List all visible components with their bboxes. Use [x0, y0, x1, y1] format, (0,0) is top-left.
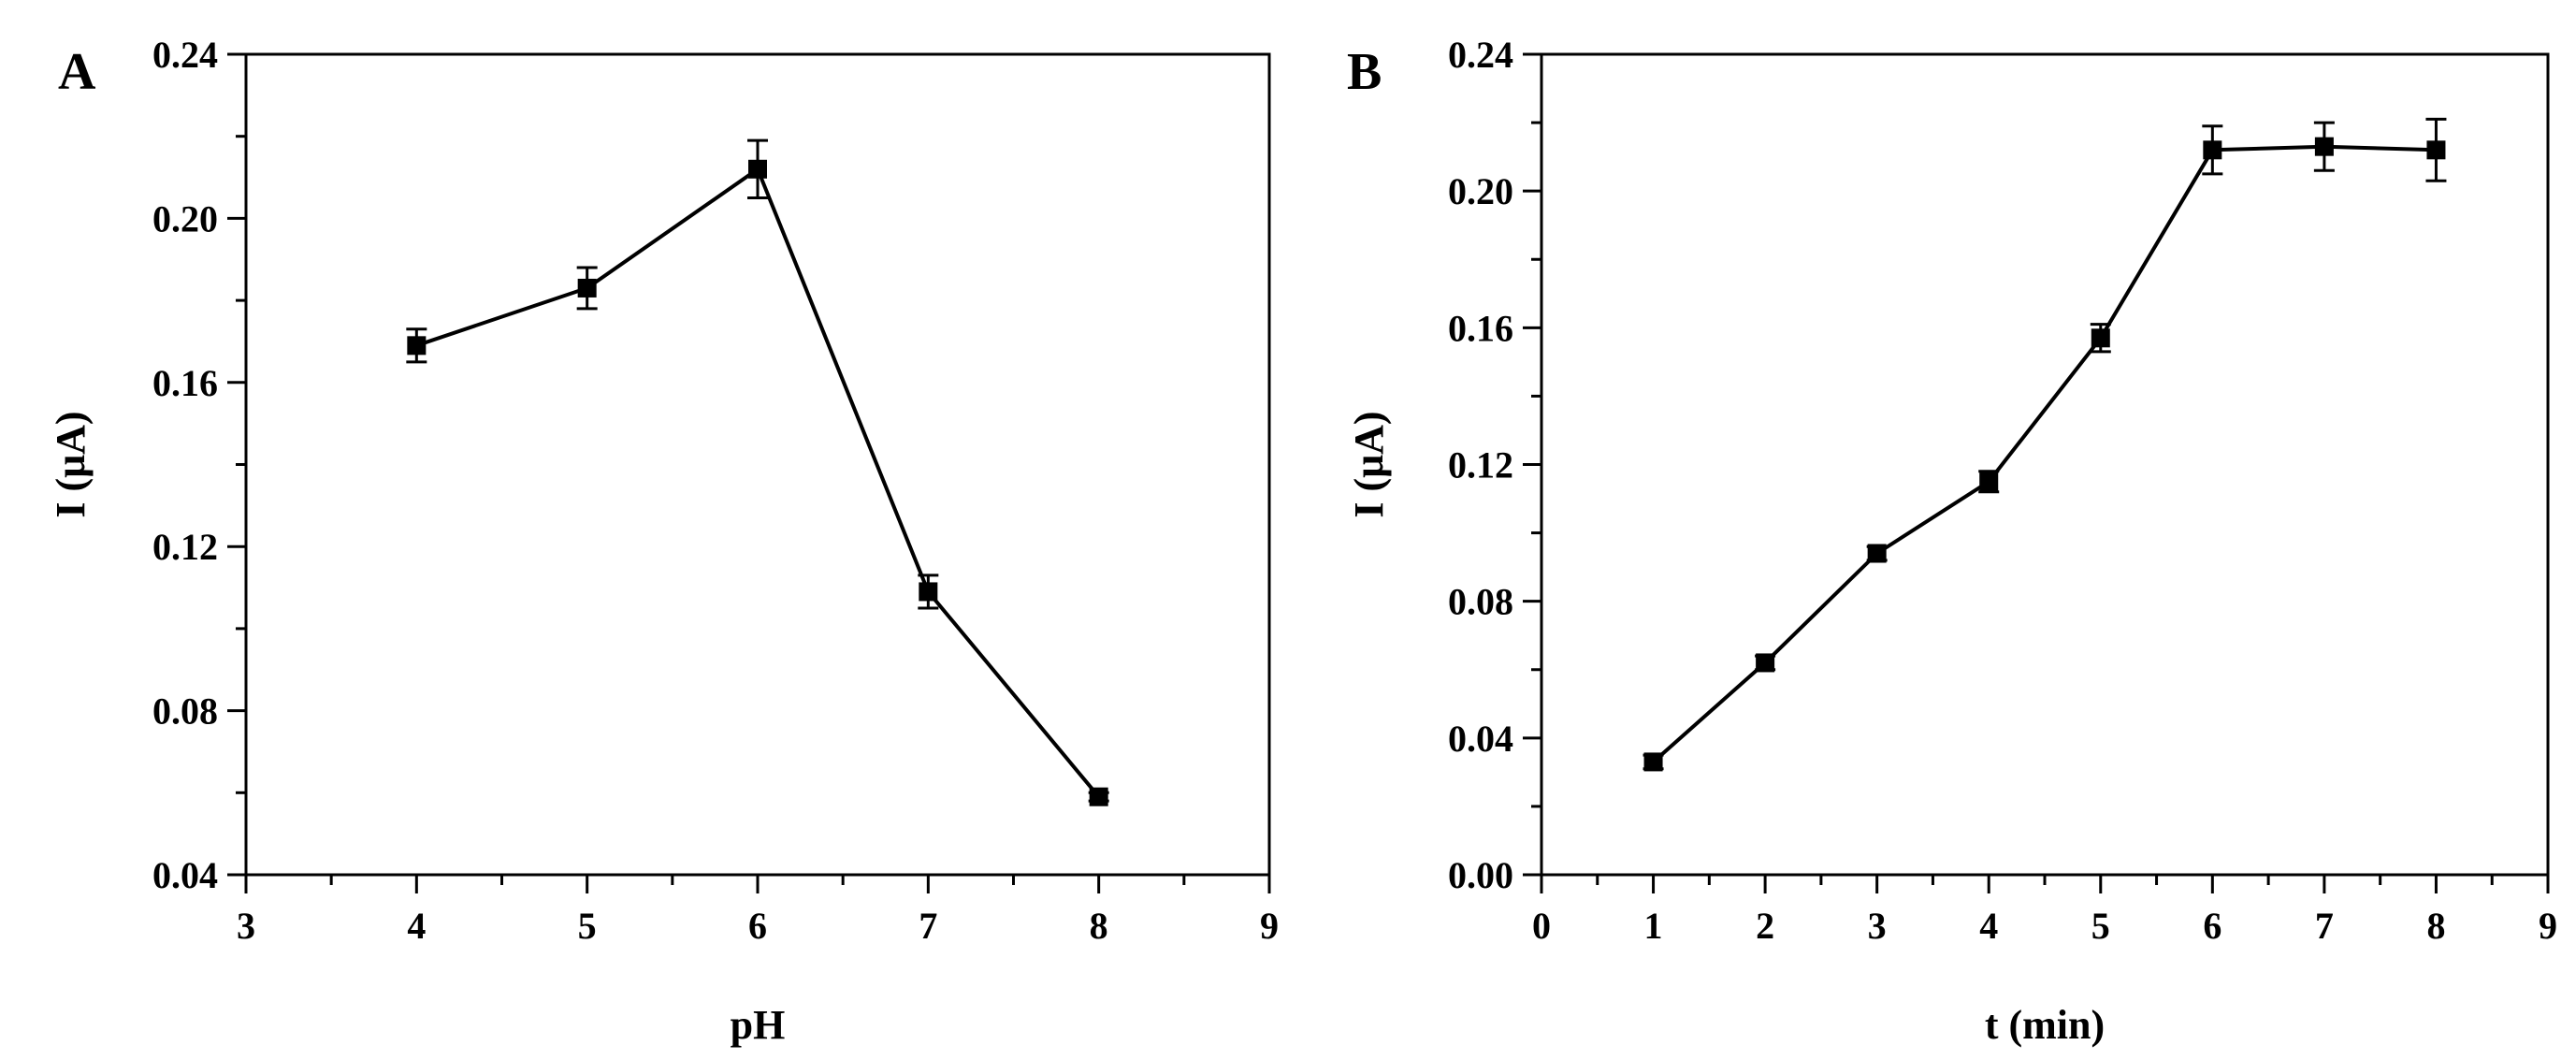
x-tick-label: 3: [237, 905, 255, 947]
y-tick-label: 0.16: [1448, 307, 1513, 349]
series-line: [415, 167, 1101, 798]
x-tick-label: 5: [578, 905, 597, 947]
x-tick-label: 7: [2315, 905, 2334, 947]
x-tick-label: 1: [1644, 905, 1663, 947]
x-axis-title: pH: [731, 1002, 786, 1048]
data-point: [2314, 137, 2334, 156]
panel-label: B: [1347, 43, 1382, 101]
x-tick-label: 0: [1532, 905, 1551, 947]
x-tick-label: 6: [2203, 905, 2221, 947]
y-tick-label: 0.20: [152, 197, 218, 240]
data-point: [2426, 140, 2446, 160]
y-tick-label: 0.20: [1448, 170, 1513, 212]
data-point: [1979, 472, 1999, 491]
y-axis-title: I (μA): [48, 411, 94, 517]
x-axis-title: t (min): [1985, 1002, 2105, 1048]
x-tick-label: 8: [1090, 905, 1108, 947]
x-tick-label: 8: [2426, 905, 2445, 947]
y-axis-title: I (μA): [1346, 411, 1392, 517]
data-point: [577, 278, 597, 298]
data-point: [1089, 787, 1108, 806]
panel-label: A: [58, 43, 96, 101]
y-tick-label: 0.08: [1448, 581, 1513, 623]
x-tick-label: 4: [407, 905, 426, 947]
x-tick-label: 3: [1868, 905, 1887, 947]
y-tick-label: 0.24: [152, 34, 218, 76]
y-tick-label: 0.00: [1448, 854, 1513, 896]
plot-frame: [1540, 52, 2550, 877]
x-tick-label: 2: [1756, 905, 1774, 947]
y-tick-label: 0.04: [152, 854, 218, 896]
y-tick-label: 0.08: [152, 690, 218, 733]
x-tick-label: 9: [1260, 905, 1279, 947]
data-point: [1756, 653, 1775, 673]
data-point: [1867, 544, 1887, 563]
y-tick-label: 0.24: [1448, 34, 1513, 76]
data-point: [2091, 328, 2110, 348]
panel-a: A 3 4 5 6 7 8 9 0.04 0.08 0.12 0.16 0.20 0.24 pH I (μA): [48, 34, 1279, 1048]
data-point: [1643, 752, 1663, 772]
panel-b: B 0 1 2 3 4 5 6 7 8 9 0.00 0.04 0.08 0.12 0.16 0.20 0.24 t…: [1346, 34, 2557, 1048]
y-tick-label: 0.16: [152, 362, 218, 404]
data-point: [2203, 140, 2222, 160]
x-tick-label: 4: [1979, 905, 1998, 947]
data-point: [919, 582, 938, 602]
series-line: [1652, 144, 2437, 763]
x-tick-label: 6: [748, 905, 767, 947]
data-point: [407, 336, 427, 356]
x-tick-label: 7: [919, 905, 937, 947]
x-tick-label: 5: [2091, 905, 2110, 947]
y-tick-label: 0.04: [1448, 718, 1513, 760]
y-tick-label: 0.12: [152, 526, 218, 568]
data-point: [748, 159, 767, 179]
x-tick-label: 9: [2539, 905, 2557, 947]
y-tick-label: 0.12: [1448, 444, 1513, 486]
